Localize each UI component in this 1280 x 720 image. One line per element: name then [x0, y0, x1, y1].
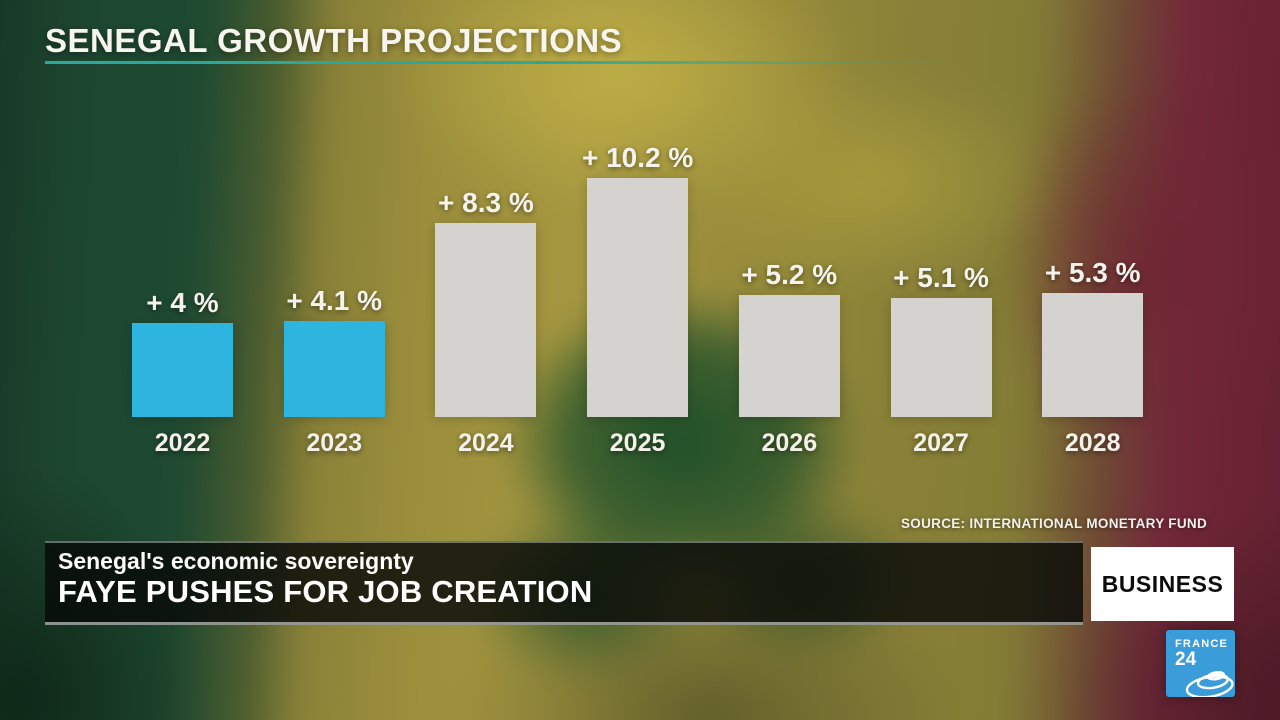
france24-logo: FRANCE 24: [1166, 630, 1235, 697]
bar-value-label-2028: + 5.3 %: [1044, 257, 1141, 288]
bar-year-label-2026: 2026: [761, 429, 818, 457]
bar-year-label-2027: 2027: [913, 429, 969, 457]
category-badge-label: BUSINESS: [1101, 570, 1224, 597]
source-caption: SOURCE: INTERNATIONAL MONETARY FUND: [901, 516, 1207, 531]
bar-value-label-2026: + 5.2 %: [741, 259, 838, 290]
bar-year-label-2024: 2024: [458, 429, 514, 457]
page-title: SENEGAL GROWTH PROJECTIONS: [45, 22, 623, 59]
bar-value-label-2025: + 10.2 %: [581, 142, 694, 173]
france24-wordmark: FRANCE: [1175, 638, 1229, 650]
bar-year-label-2022: 2022: [154, 429, 211, 457]
banner-kicker: Senegal's economic sovereignty: [58, 548, 414, 574]
bar-year-label-2023: 2023: [306, 429, 362, 457]
category-badge: BUSINESS: [1091, 547, 1234, 621]
banner-headline: FAYE PUSHES FOR JOB CREATION: [58, 574, 593, 610]
bar-value-label-2022: + 4 %: [146, 287, 219, 318]
bar-2027: [890, 298, 992, 417]
bar-year-label-2028: 2028: [1064, 429, 1121, 457]
france24-ripple-icon: [1185, 670, 1234, 697]
bar-2022: [132, 323, 233, 417]
chart-title-block: SENEGAL GROWTH PROJECTIONS: [45, 22, 953, 64]
bar-2028: [1042, 293, 1144, 417]
bar-2025: [587, 178, 689, 417]
bar-year-label-2025: 2025: [609, 429, 666, 457]
france24-number: 24: [1175, 649, 1197, 670]
bar-value-label-2023: + 4.1 %: [286, 285, 383, 316]
title-underline: [45, 61, 953, 64]
bar-value-label-2024: + 8.3 %: [438, 187, 534, 218]
bar-2024: [435, 223, 537, 417]
bar-2023: [283, 321, 385, 417]
bar-2026: [738, 295, 840, 417]
lower-third-banner: Senegal's economic sovereignty FAYE PUSH…: [45, 541, 1083, 625]
bar-value-label-2027: + 5.1 %: [893, 262, 989, 293]
